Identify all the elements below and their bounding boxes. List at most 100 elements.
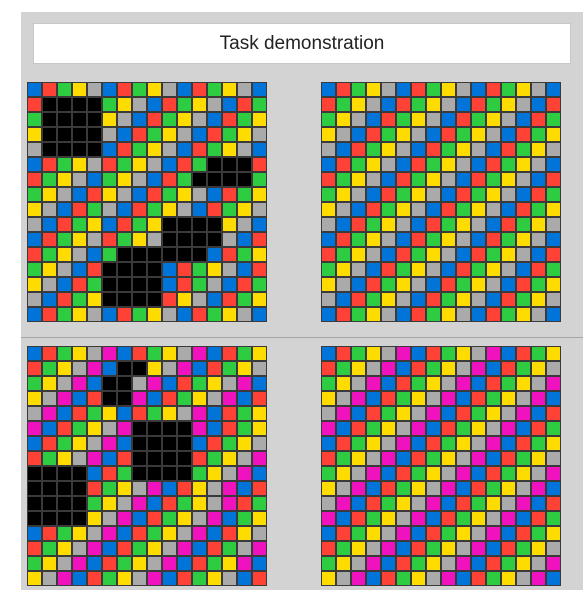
grid-cell (531, 262, 546, 277)
grid-cell (531, 187, 546, 202)
grid-cell (426, 307, 441, 322)
grid-cell (441, 481, 456, 496)
grid-cell (396, 406, 411, 421)
grid-cell (87, 277, 102, 292)
grid-cell (486, 247, 501, 262)
grid-cell (351, 97, 366, 112)
grid-cell (42, 292, 57, 307)
grid-cell (396, 556, 411, 571)
grid-cell (441, 232, 456, 247)
grid-cell (237, 376, 252, 391)
grid-cell (27, 112, 42, 127)
grid-cell (222, 556, 237, 571)
grid-cell (486, 307, 501, 322)
grid-cell (456, 202, 471, 217)
grid-cell (222, 406, 237, 421)
grid-cell (147, 421, 162, 436)
grid-cell (471, 262, 486, 277)
pair-2-output-grid (321, 346, 561, 586)
grid-cell (441, 97, 456, 112)
grid-cell (516, 376, 531, 391)
grid-cell (222, 82, 237, 97)
grid-cell (366, 217, 381, 232)
grid-cell (366, 127, 381, 142)
grid-cell (351, 277, 366, 292)
grid-cell (207, 496, 222, 511)
grid-cell (42, 481, 57, 496)
grid-cell (531, 406, 546, 421)
grid-cell (102, 172, 117, 187)
grid-cell (42, 202, 57, 217)
grid-cell (192, 82, 207, 97)
grid-cell (486, 277, 501, 292)
grid-cell (177, 97, 192, 112)
grid-cell (321, 277, 336, 292)
grid-cell (411, 292, 426, 307)
grid-cell (456, 571, 471, 586)
grid-cell (42, 361, 57, 376)
grid-cell (222, 436, 237, 451)
grid-cell (132, 376, 147, 391)
grid-cell (501, 571, 516, 586)
grid-cell (207, 511, 222, 526)
grid-cell (321, 406, 336, 421)
grid-cell (27, 541, 42, 556)
grid-cell (162, 466, 177, 481)
grid-cell (132, 217, 147, 232)
grid-cell (381, 292, 396, 307)
grid-cell (162, 232, 177, 247)
grid-cell (42, 496, 57, 511)
grid-cell (72, 406, 87, 421)
grid-cell (252, 556, 267, 571)
grid-cell (426, 436, 441, 451)
grid-cell (546, 451, 561, 466)
grid-cell (117, 541, 132, 556)
grid-cell (366, 262, 381, 277)
grid-cell (162, 571, 177, 586)
grid-cell (441, 391, 456, 406)
grid-cell (396, 391, 411, 406)
grid-cell (366, 526, 381, 541)
grid-cell (366, 247, 381, 262)
grid-cell (501, 292, 516, 307)
grid-cell (411, 541, 426, 556)
grid-cell (102, 481, 117, 496)
grid-cell (102, 541, 117, 556)
grid-cell (237, 202, 252, 217)
grid-cell (426, 556, 441, 571)
grid-cell (531, 541, 546, 556)
grid-cell (396, 202, 411, 217)
grid-cell (486, 361, 501, 376)
grid-cell (501, 217, 516, 232)
grid-cell (222, 142, 237, 157)
grid-cell (336, 187, 351, 202)
grid-cell (396, 346, 411, 361)
grid-cell (132, 421, 147, 436)
grid-cell (207, 247, 222, 262)
grid-cell (516, 571, 531, 586)
grid-cell (486, 511, 501, 526)
grid-cell (57, 361, 72, 376)
grid-cell (501, 481, 516, 496)
grid-cell (366, 391, 381, 406)
grid-cell (516, 466, 531, 481)
grid-cell (486, 232, 501, 247)
grid-cell (102, 112, 117, 127)
grid-cell (177, 277, 192, 292)
grid-cell (177, 202, 192, 217)
grid-cell (222, 232, 237, 247)
grid-cell (351, 262, 366, 277)
grid-cell (321, 232, 336, 247)
grid-cell (42, 307, 57, 322)
grid-cell (132, 346, 147, 361)
grid-cell (42, 217, 57, 232)
grid-cell (501, 172, 516, 187)
grid-cell (471, 277, 486, 292)
grid-cell (57, 466, 72, 481)
grid-cell (237, 112, 252, 127)
grid-cell (162, 247, 177, 262)
grid-cell (336, 262, 351, 277)
grid-cell (102, 277, 117, 292)
grid-cell (162, 277, 177, 292)
grid-cell (396, 97, 411, 112)
